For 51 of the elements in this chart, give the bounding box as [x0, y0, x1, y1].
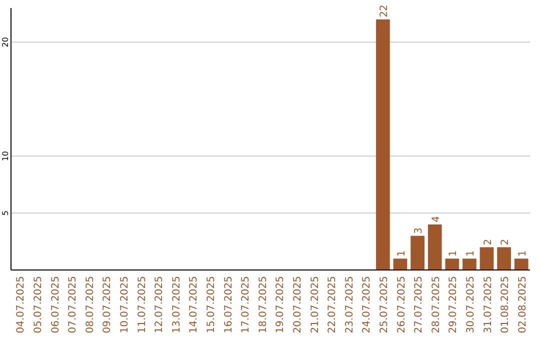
x-tick-label: 23.07.2025: [344, 276, 356, 334]
data-label: 3: [414, 227, 425, 234]
data-label: 1: [517, 250, 528, 257]
bar: [462, 258, 476, 270]
x-tick-label: 13.07.2025: [171, 276, 182, 334]
bar: [393, 258, 408, 270]
data-label: 2: [500, 238, 512, 246]
x-tick-label: 18.07.2025: [258, 276, 269, 334]
x-tick-label: 20.07.2025: [292, 276, 304, 334]
x-tick-label: 25.07.2025: [378, 276, 390, 334]
x-tick-label: 30.07.2025: [465, 276, 476, 334]
bar: [376, 19, 390, 270]
data-label: 1: [465, 250, 476, 257]
x-tick-label: 11.07.2025: [136, 276, 148, 334]
x-tick-label: 10.07.2025: [119, 276, 130, 334]
bar: [497, 247, 511, 270]
x-tick-label: 26.07.2025: [396, 276, 408, 334]
x-tick-label: 04.07.2025: [16, 276, 27, 334]
data-label: 1: [448, 250, 460, 257]
data-label: 22: [378, 4, 390, 18]
x-tick-label: 19.07.2025: [275, 276, 286, 334]
x-tick-label: 24.07.2025: [362, 276, 373, 334]
x-tick-label: 17.07.2025: [240, 276, 252, 334]
bar: [410, 236, 424, 270]
y-tick-label: 5: [1, 210, 10, 216]
x-tick-label: 12.07.2025: [154, 276, 166, 334]
data-label: 1: [396, 250, 408, 257]
data-label: 2: [482, 238, 494, 246]
data-label: 4: [430, 216, 442, 222]
x-tick-label: 02.08.2025: [517, 276, 528, 334]
x-tick-label: 15.07.2025: [206, 276, 217, 334]
bar: [514, 258, 528, 270]
x-tick-label: 14.07.2025: [188, 276, 200, 334]
x-tick-label: 27.07.2025: [414, 276, 425, 334]
bar: [480, 247, 494, 270]
x-tick-label: 05.07.2025: [32, 276, 44, 334]
x-tick-label: 31.07.2025: [482, 276, 494, 334]
y-tick-label: 10: [1, 150, 10, 162]
x-tick-label: 29.07.2025: [448, 276, 460, 334]
x-tick-label: 28.07.2025: [430, 276, 442, 334]
bar: [445, 258, 460, 270]
x-tick-label: 01.08.2025: [500, 276, 512, 334]
x-tick-label: 21.07.2025: [310, 276, 321, 334]
x-tick-label: 09.07.2025: [102, 276, 114, 334]
y-tick-label: 20: [1, 37, 10, 48]
x-tick-label: 07.07.2025: [68, 276, 79, 334]
x-tick-label: 08.07.2025: [84, 276, 96, 334]
x-tick-label: 06.07.2025: [50, 276, 62, 334]
bar: [428, 224, 442, 270]
x-tick-label: 22.07.2025: [327, 276, 338, 334]
x-tick-label: 16.07.2025: [223, 276, 234, 334]
